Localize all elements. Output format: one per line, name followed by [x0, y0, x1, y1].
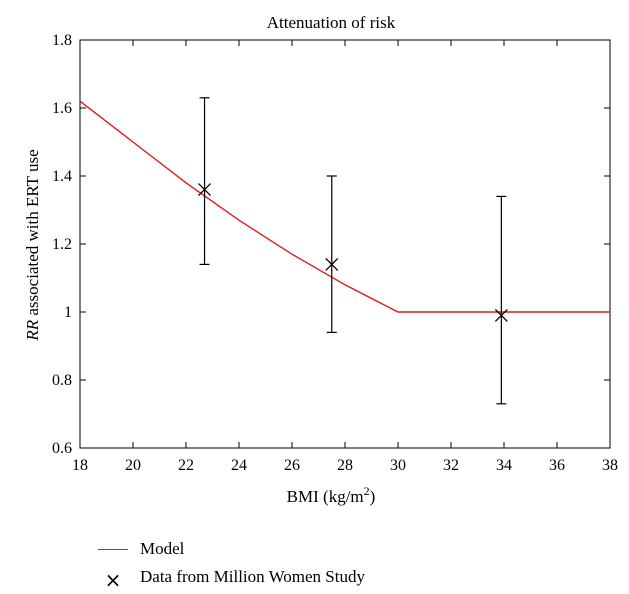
y-tick-label: 1.8 — [52, 32, 72, 49]
data-point — [325, 175, 339, 333]
x-tick-label: 30 — [390, 457, 406, 474]
x-tick-label: 36 — [549, 457, 565, 474]
model-line — [79, 100, 610, 313]
x-mark-icon: × — [104, 568, 122, 592]
y-tick-label: 1.2 — [52, 236, 72, 253]
data-point — [494, 195, 508, 405]
y-axis-ticks: 0.6 0.8 1 1.2 1.4 1.6 1.8 — [52, 32, 610, 457]
x-tick-label: 28 — [337, 457, 353, 474]
y-axis-label-italic: RR — [23, 319, 42, 341]
x-axis-label-unit-sup: 2 — [364, 484, 370, 498]
x-axis-label-unit-prefix: (kg/m — [319, 487, 364, 506]
x-tick-label: 32 — [443, 457, 459, 474]
x-axis-label-name: BMI — [287, 487, 319, 506]
model-series — [79, 100, 610, 313]
y-tick-label: 0.8 — [52, 372, 72, 389]
x-marker-stroke-2 — [198, 183, 212, 197]
legend-item-data: × Data from Million Women Study — [98, 563, 365, 592]
legend: Model × Data from Million Women Study — [98, 535, 365, 592]
x-axis-label: BMI (kg/m2) — [287, 484, 376, 506]
data-series — [198, 97, 508, 405]
x-marker-stroke-2 — [325, 257, 339, 271]
data-point — [198, 97, 212, 265]
x-tick-label: 22 — [178, 457, 194, 474]
y-axis-label-rest: associated with ERT use — [23, 149, 42, 320]
y-tick-label: 1.6 — [52, 100, 72, 117]
x-tick-label: 20 — [125, 457, 141, 474]
x-tick-label: 18 — [72, 457, 88, 474]
legend-item-model: Model — [98, 535, 365, 563]
chart-title: Attenuation of risk — [267, 13, 396, 32]
x-tick-label: 38 — [602, 457, 618, 474]
x-axis-ticks: 18 20 22 24 26 28 30 32 34 36 38 — [72, 40, 618, 474]
legend-label-data: Data from Million Women Study — [140, 567, 365, 586]
y-tick-label: 1.4 — [52, 168, 72, 185]
plot-border — [79, 39, 611, 449]
legend-label-model: Model — [140, 539, 185, 558]
x-tick-label: 34 — [496, 457, 512, 474]
x-marker-stroke-2 — [494, 308, 508, 322]
y-tick-label: 1 — [64, 304, 72, 321]
y-axis-label: RR associated with ERT use — [23, 149, 42, 341]
x-axis-label-unit-suffix: ) — [370, 487, 376, 506]
x-tick-label: 26 — [284, 457, 300, 474]
red-line-icon — [98, 540, 128, 558]
y-tick-label: 0.6 — [52, 440, 72, 457]
x-tick-label: 24 — [231, 457, 247, 474]
plot-frame — [79, 39, 611, 449]
